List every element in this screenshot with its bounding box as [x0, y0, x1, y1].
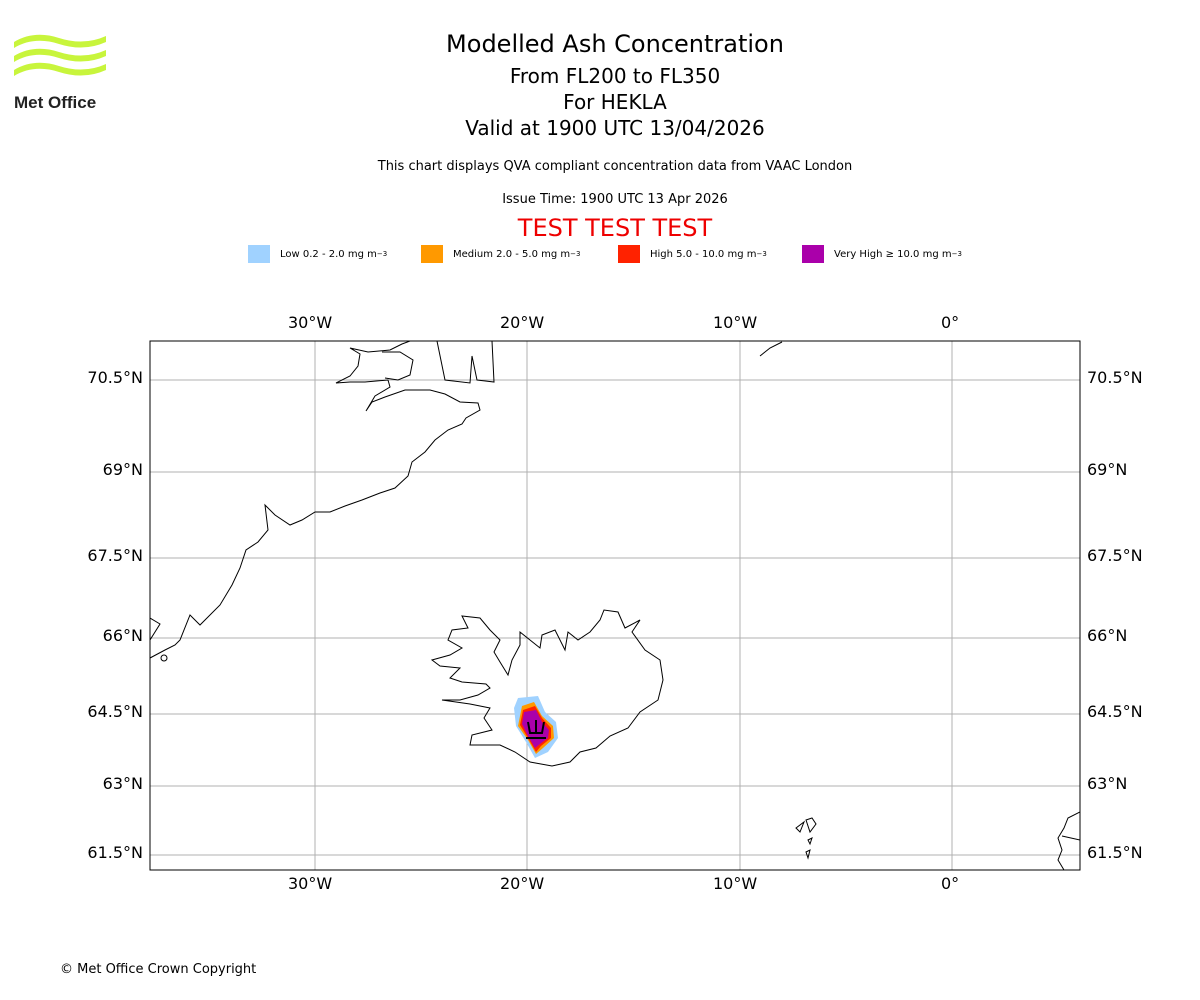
lon-label-top: 20°W: [500, 313, 545, 332]
lon-label-bottom: 0°: [941, 874, 960, 893]
volcano-symbol-icon: [526, 720, 546, 739]
graticule: [150, 341, 1080, 870]
lat-label-right: 63°N: [1087, 774, 1128, 793]
subtitle: This chart displays QVA compliant concen…: [377, 159, 853, 174]
lat-label-left: 61.5°N: [87, 843, 143, 862]
legend-swatch: [421, 245, 443, 263]
lon-label-bottom: 10°W: [713, 874, 758, 893]
met-office-logo: Met Office: [14, 30, 106, 116]
map-frame: [149, 340, 1081, 871]
coastlines: [150, 341, 1080, 870]
chart-title: Modelled Ash Concentration: [446, 30, 784, 58]
jan-mayen-coast: [759, 341, 783, 357]
faroe-islands: [795, 817, 817, 860]
lat-label-left: 67.5°N: [87, 546, 143, 565]
lon-label-bottom: 30°W: [288, 874, 333, 893]
lat-label-right: 69°N: [1087, 460, 1128, 479]
lat-label-left: 70.5°N: [87, 368, 143, 387]
lat-label-left: 69°N: [102, 460, 143, 479]
legend-low: Low 0.2 - 2.0 mg m −3: [248, 245, 387, 263]
copyright: © Met Office Crown Copyright: [60, 962, 257, 977]
lat-label-right: 64.5°N: [1087, 702, 1143, 721]
test-banner: TEST TEST TEST: [517, 214, 713, 242]
volcano-name: For HEKLA: [563, 90, 667, 114]
lat-label-left: 64.5°N: [87, 702, 143, 721]
lon-label-bottom: 20°W: [500, 874, 545, 893]
lat-label-left: 63°N: [102, 774, 143, 793]
issue-time: Issue Time: 1900 UTC 13 Apr 2026: [502, 192, 728, 207]
legend-very-high: Very High ≥ 10.0 mg m −3: [802, 245, 962, 263]
legend-swatch: [802, 245, 824, 263]
iceland-coast: [430, 609, 664, 767]
svg-text:Met Office: Met Office: [14, 93, 96, 112]
legend-high: High 5.0 - 10.0 mg m −3: [618, 245, 767, 263]
lat-label-right: 70.5°N: [1087, 368, 1143, 387]
flight-levels: From FL200 to FL350: [509, 64, 721, 88]
lon-label-top: 10°W: [713, 313, 758, 332]
legend-swatch: [248, 245, 270, 263]
lat-label-left: 66°N: [102, 626, 143, 645]
greenland-coast: [150, 341, 481, 659]
valid-time: Valid at 1900 UTC 13/04/2026: [465, 116, 765, 140]
lon-label-top: 0°: [941, 313, 960, 332]
lat-label-right: 66°N: [1087, 626, 1128, 645]
lon-label-top: 30°W: [288, 313, 333, 332]
lat-label-right: 61.5°N: [1087, 843, 1143, 862]
legend-swatch: [618, 245, 640, 263]
legend-medium: Medium 2.0 - 5.0 mg m −3: [421, 245, 580, 263]
norway-coast: [1057, 811, 1080, 870]
lat-label-right: 67.5°N: [1087, 546, 1143, 565]
